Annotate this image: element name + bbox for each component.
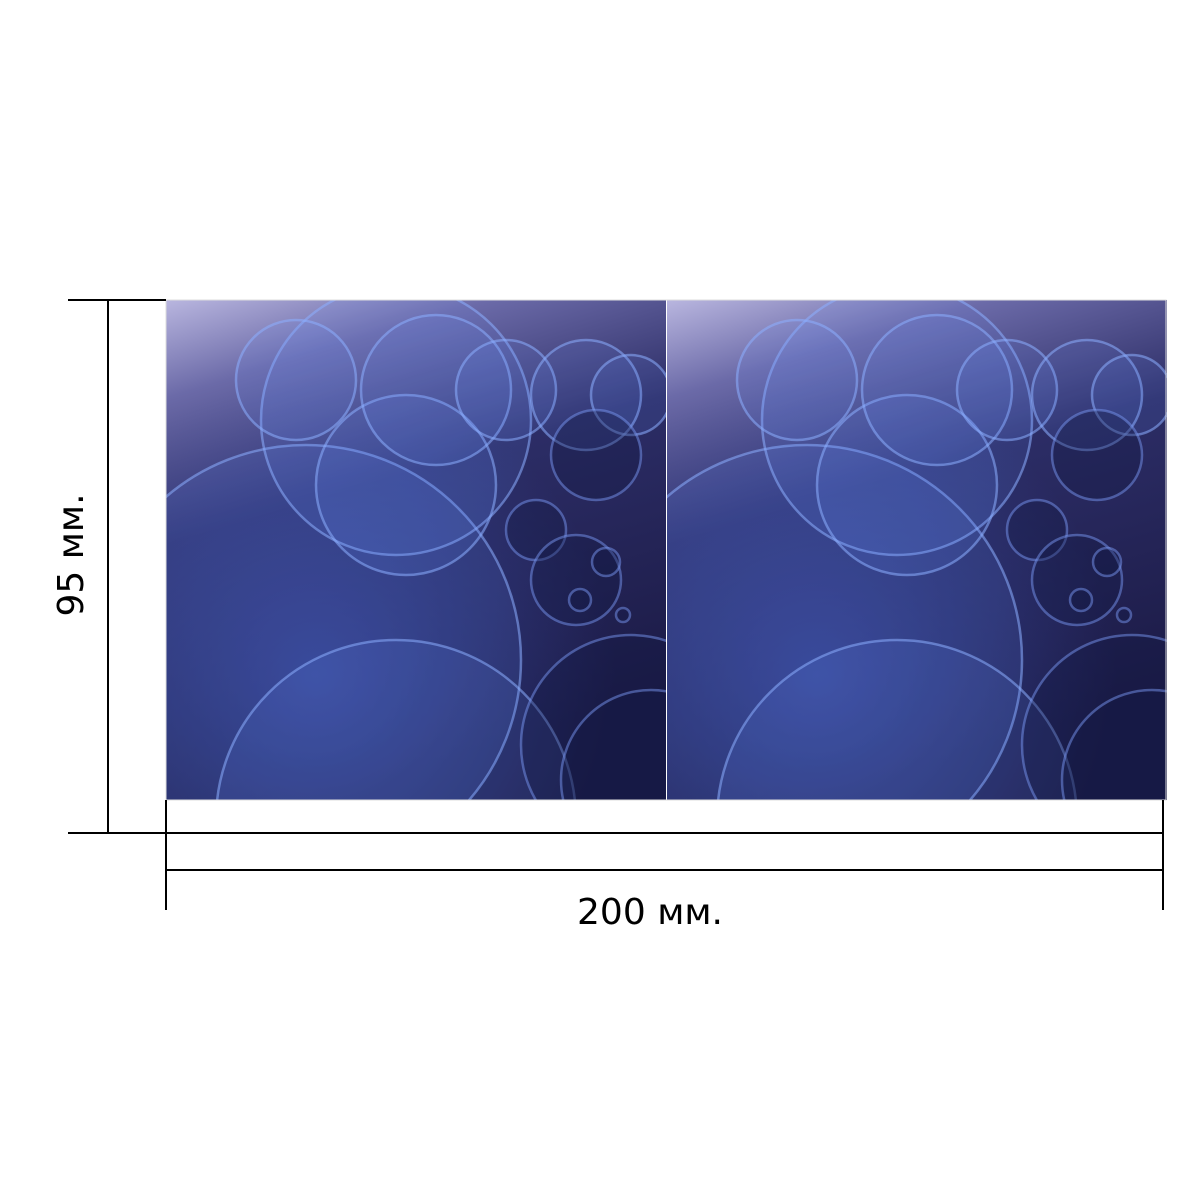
height-label: 95 мм.	[51, 493, 92, 616]
width-label: 200 мм.	[577, 892, 723, 933]
panel-outline	[165, 299, 1167, 801]
